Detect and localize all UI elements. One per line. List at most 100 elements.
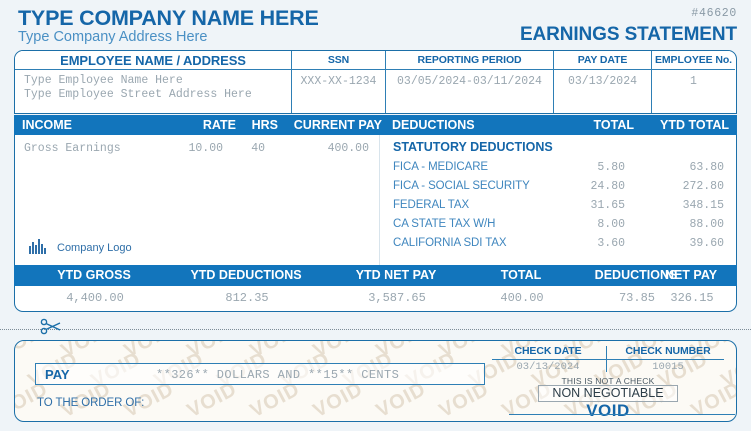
- deductions-list: FICA - MEDICARE 5.80 63.80 FICA - SOCIAL SE…: [379, 161, 738, 256]
- deduction-row-label: FEDERAL TAX: [393, 199, 470, 211]
- signature-line: [509, 414, 735, 416]
- column-header-current-pay: CURRENT PAY: [293, 118, 382, 132]
- deduction-row-label: FICA - SOCIAL SECURITY: [393, 180, 530, 192]
- to-the-order-of-label: TO THE ORDER OF:: [37, 397, 145, 409]
- void-watermark: VOID: [58, 341, 116, 363]
- column-header-deductions: DEDUCTIONS: [392, 118, 475, 132]
- employee-name-address-heading: EMPLOYEE NAME / ADDRESS: [15, 51, 291, 70]
- check-date-value: 03/13/2024: [516, 361, 580, 373]
- deduction-row-total: 8.00: [597, 218, 625, 231]
- deduction-row-total: 31.65: [590, 199, 625, 212]
- deduction-row: FICA - MEDICARE 5.80 63.80: [379, 161, 738, 180]
- income-row-label: Gross Earnings: [24, 142, 121, 155]
- document-number: #46620: [691, 7, 737, 20]
- column-split-divider: [379, 135, 380, 265]
- pay-date-value: 03/13/2024: [567, 75, 637, 88]
- income-row-rate: 10.00: [188, 142, 223, 155]
- deduction-row-label: CA STATE TAX W/H: [393, 218, 496, 230]
- employee-street-value: Type Employee Street Address Here: [24, 88, 252, 101]
- check-details-divider: [606, 346, 608, 372]
- deduction-row-total: 24.80: [590, 180, 625, 193]
- column-header-hrs: HRS: [251, 118, 278, 132]
- reporting-period-value: 03/05/2024-03/11/2024: [397, 75, 542, 88]
- reporting-period-column: REPORTING PERIOD 03/05/2024-03/11/2024: [386, 51, 554, 113]
- non-negotiable-stamp: NON NEGOTIABLE: [538, 385, 678, 402]
- pay-date-heading: PAY DATE: [554, 51, 651, 70]
- employee-name-value: Type Employee Name Here: [24, 74, 183, 87]
- value-ytd-gross: 4,400.00: [66, 291, 124, 305]
- pay-amount-in-words: **326** DOLLARS AND **15** CENTS: [156, 368, 400, 382]
- check-stub-section: VOID VOID VOID VOID VOID VOID VOID VOID VOID VOID…: [14, 340, 737, 422]
- column-header-period-deductions: DEDUCTIONS: [594, 268, 678, 282]
- ssn-column: SSN XXX-XX-1234: [292, 51, 386, 113]
- void-watermark: VOID: [436, 341, 494, 363]
- document-header: TYPE COMPANY NAME HERE Type Company Addr…: [0, 0, 751, 48]
- void-watermark: VOID: [15, 341, 52, 363]
- value-ytd-net-pay: 3,587.65: [368, 291, 426, 305]
- scissors-icon: [40, 318, 61, 335]
- void-watermark: VOID: [373, 341, 431, 363]
- employee-name-address-body: Type Employee Name Here Type Employee St…: [15, 70, 291, 113]
- employee-info-box: EMPLOYEE NAME / ADDRESS Type Employee Na…: [14, 50, 737, 114]
- pay-date-column: PAY DATE 03/13/2024: [554, 51, 652, 113]
- bar-chart-logo-icon: [29, 239, 46, 254]
- check-details-values: 03/13/2024 10015: [488, 361, 728, 375]
- page-title: EARNINGS STATEMENT: [519, 24, 737, 45]
- deduction-row-ytd: 39.60: [689, 237, 724, 250]
- employee-no-value: 1: [690, 75, 697, 88]
- check-details-underline: [492, 359, 724, 361]
- employee-no-heading: EMPLOYEE No.: [652, 51, 735, 70]
- pay-label: PAY: [45, 367, 70, 382]
- deduction-row-label: FICA - MEDICARE: [393, 161, 488, 173]
- column-header-rate: RATE: [202, 118, 236, 132]
- check-number-value: 10015: [652, 361, 684, 373]
- income-row-hrs: 40: [251, 142, 265, 155]
- ytd-summary-values-row: 4,400.00 812.35 3,587.65 400.00 73.85 32…: [14, 286, 737, 312]
- statutory-deductions-title: STATUTORY DEDUCTIONS: [393, 140, 553, 154]
- value-ytd-deductions: 812.35: [225, 291, 269, 305]
- employee-name-address-column: EMPLOYEE NAME / ADDRESS Type Employee Na…: [15, 51, 292, 113]
- deduction-row-ytd: 348.15: [682, 199, 724, 212]
- ssn-heading: SSN: [292, 51, 385, 70]
- check-date-heading: CHECK DATE: [514, 345, 582, 357]
- check-details-panel: CHECK DATE CHECK NUMBER 03/13/2024 10015…: [488, 345, 728, 420]
- deduction-row-total: 3.60: [597, 237, 625, 250]
- column-header-net-pay: NET PAY: [664, 268, 718, 282]
- column-header-ytd-deductions: YTD DEDUCTIONS: [190, 268, 302, 282]
- deduction-row-label: CALIFORNIA SDI TAX: [393, 237, 507, 249]
- value-period-deductions: 73.85: [618, 291, 655, 305]
- deduction-row-total: 5.80: [597, 161, 625, 174]
- income-row-pay: 400.00: [327, 142, 369, 155]
- deduction-row: FICA - SOCIAL SECURITY 24.80 272.80: [379, 180, 738, 199]
- reporting-period-heading: REPORTING PERIOD: [386, 51, 553, 70]
- void-watermark: VOID: [310, 341, 368, 363]
- check-number-heading: CHECK NUMBER: [625, 345, 711, 357]
- cut-line-divider: [0, 329, 751, 330]
- column-header-period-total: TOTAL: [500, 268, 542, 282]
- income-rows: Gross Earnings 10.00 40 400.00: [15, 142, 379, 159]
- ssn-value: XXX-XX-1234: [300, 75, 377, 88]
- company-logo: Company Logo: [29, 239, 132, 257]
- income-row: Gross Earnings 10.00 40 400.00: [15, 142, 379, 159]
- deduction-row: CALIFORNIA SDI TAX 3.60 39.60: [379, 237, 738, 256]
- column-header-income: INCOME: [22, 118, 72, 132]
- column-header-total: TOTAL: [593, 118, 634, 132]
- value-net-pay: 326.15: [670, 291, 714, 305]
- deduction-row-ytd: 272.80: [682, 180, 724, 193]
- main-table-header-bar: INCOME RATE HRS CURRENT PAY DEDUCTIONS T…: [14, 115, 737, 135]
- void-watermark: VOID: [247, 341, 305, 363]
- deduction-row-ytd: 63.80: [689, 161, 724, 174]
- deduction-row-ytd: 88.00: [689, 218, 724, 231]
- column-header-ytd-total: YTD TOTAL: [660, 118, 729, 132]
- ytd-summary-header-bar: YTD GROSS YTD DEDUCTIONS YTD NET PAY TOT…: [14, 265, 737, 286]
- void-stamp: VOID: [586, 401, 630, 420]
- pay-amount-row: PAY **326** DOLLARS AND **15** CENTS: [35, 363, 485, 385]
- this-is-not-a-check-notice: THIS IS NOT A CHECK: [561, 376, 655, 386]
- deduction-row: CA STATE TAX W/H 8.00 88.00: [379, 218, 738, 237]
- void-watermark: VOID: [121, 341, 179, 363]
- value-period-total: 400.00: [500, 291, 544, 305]
- company-name: TYPE COMPANY NAME HERE: [18, 6, 319, 30]
- company-address: Type Company Address Here: [18, 29, 208, 45]
- company-logo-label: Company Logo: [57, 242, 132, 254]
